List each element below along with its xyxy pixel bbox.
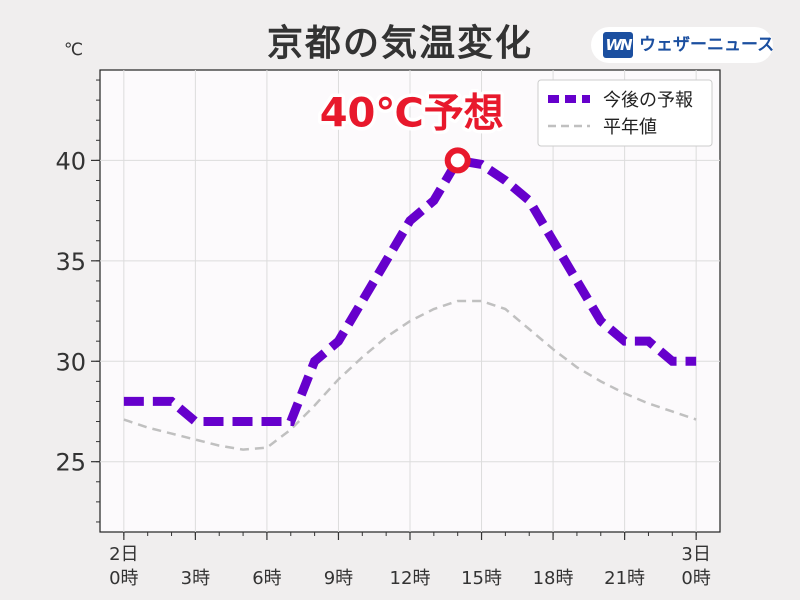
x-tick-label: 2日 — [109, 544, 138, 565]
y-tick-label: 40 — [55, 147, 86, 175]
legend-label: 平年値 — [603, 117, 657, 138]
legend-label: 今後の予報 — [603, 90, 693, 111]
x-tick-label: 21時 — [604, 568, 645, 589]
legend-box — [537, 79, 713, 147]
page-title: 京都の気温変化 — [266, 23, 533, 64]
x-tick-label: 3日 — [681, 544, 710, 565]
forecast-series-line — [123, 155, 697, 427]
x-tick-label: 9時 — [324, 568, 353, 589]
annotation-label: 40℃予想 — [320, 90, 504, 136]
x-tick-label: 18時 — [533, 568, 574, 589]
peak-marker — [444, 147, 471, 174]
x-tick-label: 12時 — [390, 568, 431, 589]
y-tick-label: 30 — [55, 348, 86, 376]
weathernews-logo-text: ウェザーニュース — [639, 35, 775, 55]
x-tick-label: 0時 — [681, 568, 710, 589]
y-tick-label: 35 — [55, 248, 86, 276]
y-tick-label: 25 — [55, 449, 86, 477]
x-tick-label: 3時 — [181, 568, 210, 589]
weathernews-logo: WN ウェザーニュース — [591, 27, 775, 63]
x-tick-label: 6時 — [252, 568, 281, 589]
x-tick-label: 15時 — [461, 568, 502, 589]
x-tick-label: 0時 — [109, 568, 138, 589]
y-axis-label: ℃ — [64, 40, 83, 60]
normal-series-line — [123, 299, 697, 451]
weathernews-logo-icon: WN — [603, 32, 633, 58]
